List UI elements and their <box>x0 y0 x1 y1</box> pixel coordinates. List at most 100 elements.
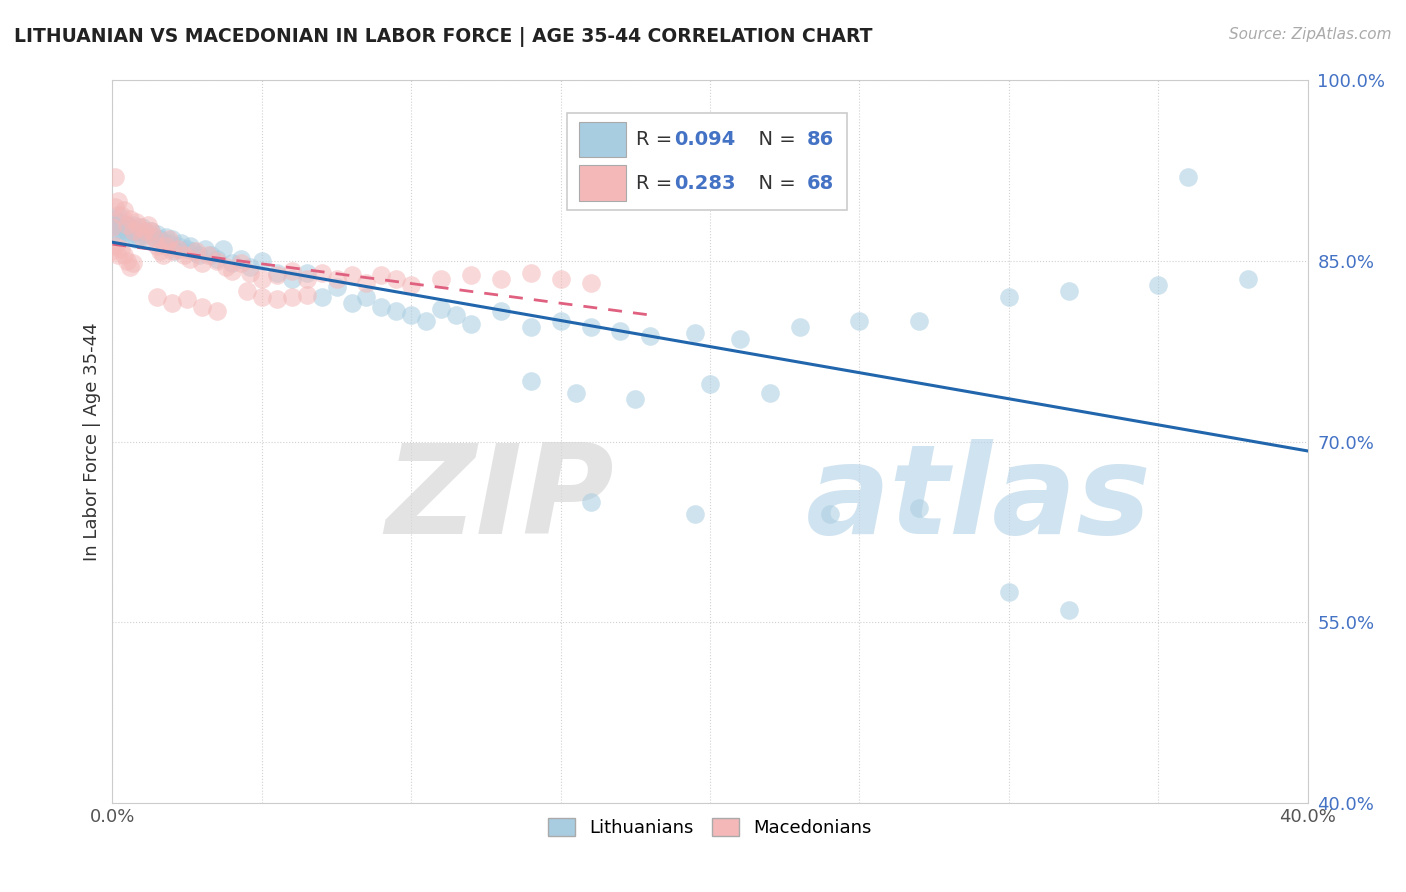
Point <box>520 320 543 334</box>
Point <box>266 266 288 280</box>
Point <box>311 290 333 304</box>
Point <box>134 224 156 238</box>
Point <box>789 320 811 334</box>
Point <box>356 276 378 290</box>
Point <box>107 229 129 244</box>
Text: atlas: atlas <box>806 439 1152 560</box>
Point <box>107 208 129 222</box>
Text: Source: ZipAtlas.com: Source: ZipAtlas.com <box>1229 27 1392 42</box>
Text: N =: N = <box>747 129 801 149</box>
Point <box>138 232 160 246</box>
Point <box>117 218 139 232</box>
Point <box>281 290 304 304</box>
Text: 68: 68 <box>807 174 834 193</box>
Point <box>167 242 190 256</box>
Point <box>107 248 129 262</box>
Point <box>340 296 363 310</box>
Point <box>430 301 453 316</box>
Point <box>188 248 211 262</box>
Point <box>205 253 228 268</box>
Point <box>152 248 174 262</box>
Point <box>194 242 217 256</box>
Point <box>101 244 124 259</box>
Point <box>295 287 318 301</box>
Y-axis label: In Labor Force | Age 35-44: In Labor Force | Age 35-44 <box>83 322 101 561</box>
Point <box>295 266 318 280</box>
Legend: Lithuanians, Macedonians: Lithuanians, Macedonians <box>541 811 879 845</box>
Point <box>998 290 1021 304</box>
Point <box>179 239 201 253</box>
Point <box>104 169 127 184</box>
Point <box>104 239 127 253</box>
Point <box>401 277 423 292</box>
Point <box>120 211 142 226</box>
Point <box>120 220 142 235</box>
Point <box>520 266 543 280</box>
Point <box>683 507 706 521</box>
Point <box>110 242 132 256</box>
Point <box>141 224 163 238</box>
Point <box>460 268 482 283</box>
Point <box>131 220 153 235</box>
Point <box>101 218 124 232</box>
Point <box>162 232 183 246</box>
Point <box>340 268 363 283</box>
Point <box>579 276 602 290</box>
Point <box>120 227 142 242</box>
Point <box>908 500 931 515</box>
Point <box>1057 603 1080 617</box>
Point <box>122 224 145 238</box>
Point <box>250 253 273 268</box>
Point <box>325 280 347 294</box>
Point <box>640 328 662 343</box>
Point <box>460 317 482 331</box>
Point <box>385 272 408 286</box>
Point <box>609 324 631 338</box>
Point <box>759 386 782 401</box>
Point <box>1147 277 1170 292</box>
Point <box>110 208 132 222</box>
Point <box>1177 169 1199 184</box>
Point <box>117 218 139 232</box>
Point <box>818 507 841 521</box>
Point <box>170 235 193 250</box>
Point <box>430 272 453 286</box>
Point <box>134 224 156 238</box>
Point <box>489 272 512 286</box>
Point <box>128 229 150 244</box>
Point <box>848 314 870 328</box>
Point <box>104 211 127 226</box>
Point <box>683 326 706 340</box>
Point <box>143 229 166 244</box>
Point <box>908 314 931 328</box>
Point <box>110 215 132 229</box>
Point <box>221 256 243 270</box>
Point <box>179 252 201 266</box>
Point <box>138 218 160 232</box>
Point <box>221 263 243 277</box>
FancyBboxPatch shape <box>579 165 627 201</box>
Point <box>550 272 572 286</box>
Point <box>114 248 135 262</box>
Point <box>728 332 751 346</box>
Point <box>1057 284 1080 298</box>
Point <box>141 224 163 238</box>
Point <box>152 235 174 250</box>
Point <box>266 268 288 283</box>
Point <box>215 260 238 274</box>
Point <box>155 239 177 253</box>
Point <box>444 308 467 322</box>
Point <box>125 215 148 229</box>
Point <box>385 304 408 318</box>
Point <box>101 220 124 235</box>
Point <box>579 320 602 334</box>
Point <box>229 256 252 270</box>
Point <box>122 256 145 270</box>
Point <box>295 272 318 286</box>
Text: R =: R = <box>636 174 679 193</box>
Point <box>520 374 543 388</box>
Point <box>128 220 150 235</box>
Point <box>191 256 214 270</box>
Text: 0.094: 0.094 <box>675 129 735 149</box>
Point <box>181 244 204 259</box>
